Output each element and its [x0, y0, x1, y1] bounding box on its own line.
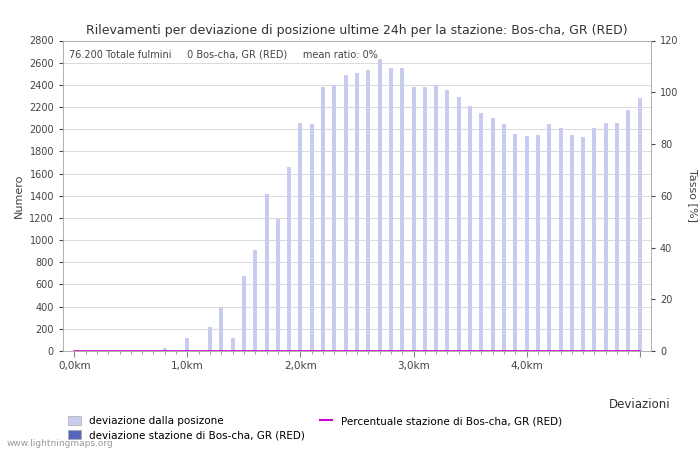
Bar — [615, 122, 619, 351]
Bar — [344, 75, 348, 351]
Bar — [581, 137, 585, 351]
Bar — [559, 128, 563, 351]
Bar — [287, 167, 291, 351]
Bar — [491, 118, 495, 351]
Bar — [163, 348, 167, 351]
Bar — [547, 124, 551, 351]
Bar — [310, 124, 314, 351]
Title: Rilevamenti per deviazione di posizione ultime 24h per la stazione: Bos-cha, GR : Rilevamenti per deviazione di posizione … — [86, 23, 628, 36]
Bar — [230, 338, 235, 351]
Y-axis label: Tasso [%]: Tasso [%] — [688, 169, 698, 222]
Bar — [321, 87, 325, 351]
Bar — [298, 122, 302, 351]
Bar — [445, 90, 449, 351]
Y-axis label: Numero: Numero — [14, 174, 24, 218]
Text: 76.200 Totale fulmini     0 Bos-cha, GR (RED)     mean ratio: 0%: 76.200 Totale fulmini 0 Bos-cha, GR (RED… — [69, 50, 378, 60]
Bar — [626, 110, 631, 351]
Bar — [604, 122, 608, 351]
Bar — [276, 219, 280, 351]
Bar — [412, 87, 416, 351]
Bar — [366, 71, 370, 351]
Bar — [434, 85, 438, 351]
Bar — [253, 250, 257, 351]
Bar — [480, 112, 484, 351]
Bar — [468, 106, 472, 351]
Legend: deviazione dalla posizone, deviazione stazione di Bos-cha, GR (RED), Percentuale: deviazione dalla posizone, deviazione st… — [68, 416, 562, 440]
Bar — [536, 135, 540, 351]
Bar — [592, 128, 596, 351]
Bar — [355, 72, 359, 351]
Bar — [377, 59, 382, 351]
Bar — [502, 124, 506, 351]
Bar — [242, 275, 246, 351]
Bar — [524, 136, 528, 351]
Bar — [265, 194, 269, 351]
Bar — [423, 87, 427, 351]
Bar — [332, 85, 337, 351]
Bar — [457, 97, 461, 351]
Bar — [389, 68, 393, 351]
Bar — [638, 98, 642, 351]
Bar — [208, 327, 212, 351]
Bar — [186, 338, 190, 351]
Bar — [513, 134, 517, 351]
Text: Deviazioni: Deviazioni — [609, 399, 671, 411]
Bar — [219, 306, 223, 351]
Bar — [570, 135, 574, 351]
Bar — [400, 68, 404, 351]
Text: www.lightningmaps.org: www.lightningmaps.org — [7, 439, 113, 448]
